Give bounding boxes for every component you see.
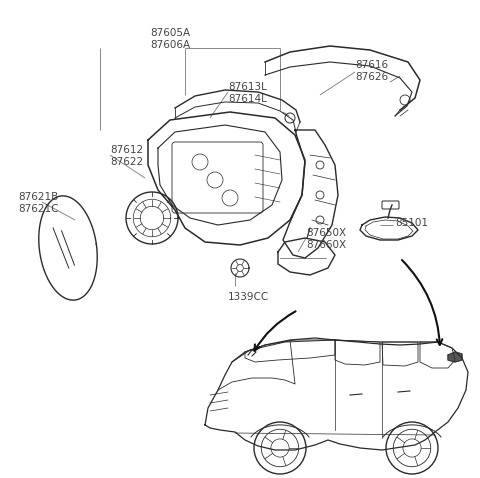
Text: 87621B
87621C: 87621B 87621C — [18, 192, 59, 215]
Text: 87612
87622: 87612 87622 — [110, 145, 143, 167]
Polygon shape — [448, 352, 462, 362]
Text: 1339CC: 1339CC — [228, 292, 269, 302]
Text: 87616
87626: 87616 87626 — [355, 60, 388, 82]
Text: 85101: 85101 — [395, 218, 428, 228]
Text: 87650X
87660X: 87650X 87660X — [306, 228, 346, 250]
Text: 87605A
87606A: 87605A 87606A — [150, 28, 190, 50]
Text: 87613L
87614L: 87613L 87614L — [228, 82, 267, 104]
